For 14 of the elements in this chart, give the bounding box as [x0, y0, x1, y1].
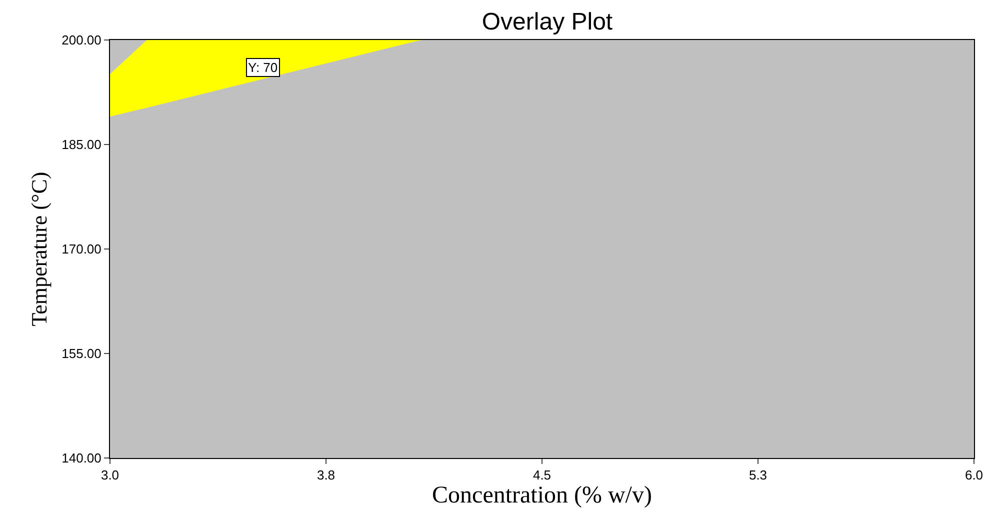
- y-tick-label: 200.00: [62, 32, 102, 48]
- y-tick-label: 155.00: [62, 346, 102, 362]
- y-tick-label: 140.00: [62, 450, 102, 466]
- chart-title: Overlay Plot: [482, 8, 613, 36]
- x-tick-label: 3.8: [316, 468, 336, 483]
- x-axis-title: Concentration (% w/v): [432, 482, 652, 509]
- y-axis-title: Temperature (°C): [26, 172, 52, 326]
- annotation: Y: 70: [248, 60, 278, 75]
- x-tick-label: 6.0: [964, 468, 984, 483]
- x-tick-label: 3.0: [100, 468, 120, 483]
- x-tick-label: 4.5: [532, 468, 552, 483]
- y-tick-label: 170.00: [62, 242, 102, 257]
- y-tick-label: 185.00: [62, 137, 102, 152]
- x-tick-label: 5.3: [748, 468, 768, 483]
